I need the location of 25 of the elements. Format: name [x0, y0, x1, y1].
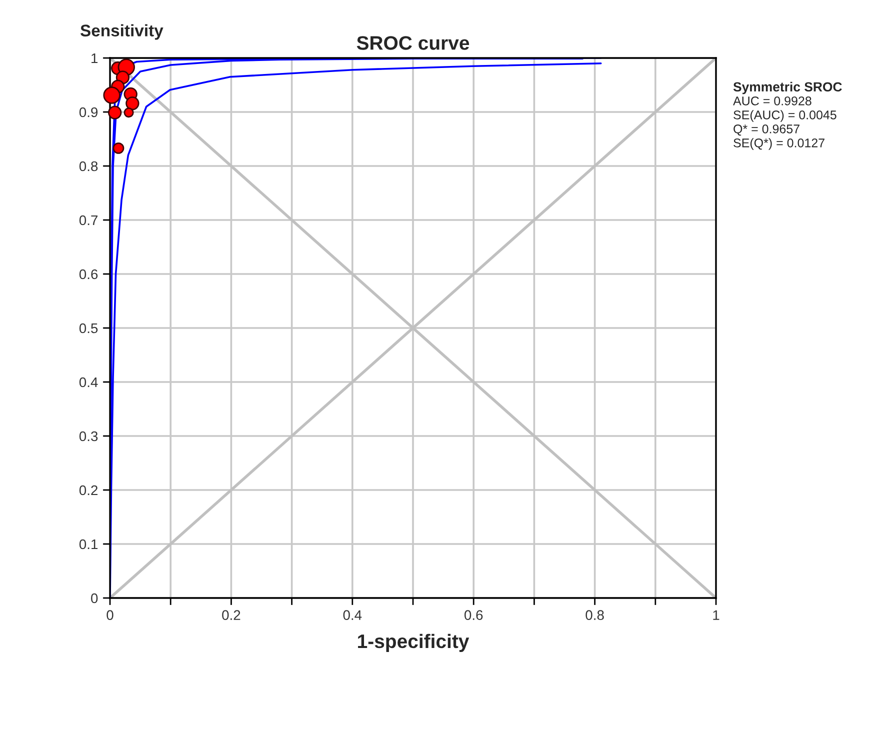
y-tick-label: 0.7: [79, 215, 98, 226]
y-tick-label: 0.4: [79, 377, 98, 388]
chart-title: SROC curve: [356, 36, 470, 50]
y-tick-label: 0.8: [79, 161, 98, 172]
text: Symmetric SROC: [733, 82, 842, 94]
y-tick-label: 0.9: [79, 107, 98, 118]
y-tick-label: 0.1: [79, 539, 98, 550]
y-axis-title: Sensitivity: [80, 24, 164, 40]
y-tick-label: 0.6: [79, 269, 98, 280]
y-tick-label: 0: [91, 593, 98, 604]
x-tick-label: 0.8: [586, 610, 604, 620]
text: SE(Q*) = 0.0127: [734, 138, 824, 150]
x-tick-label: 0.6: [464, 610, 483, 620]
text: SE(AUC) = 0.0045: [734, 110, 836, 122]
x-tick-label: 0.2: [222, 610, 240, 620]
y-tick-label: 0.5: [79, 323, 98, 334]
y-tick-label: 1: [92, 53, 98, 64]
y-tick-label: 0.2: [79, 485, 98, 496]
x-tick-label: 0.4: [343, 610, 362, 620]
x-axis-title: 1-specificity: [358, 634, 470, 652]
text: AUC = 0.9928: [733, 96, 812, 106]
x-tick-label: 0: [106, 610, 114, 620]
y-tick-label: 0.3: [79, 431, 98, 442]
x-tick-label: 1: [713, 610, 720, 620]
text: Q* = 0.9657: [734, 124, 800, 136]
